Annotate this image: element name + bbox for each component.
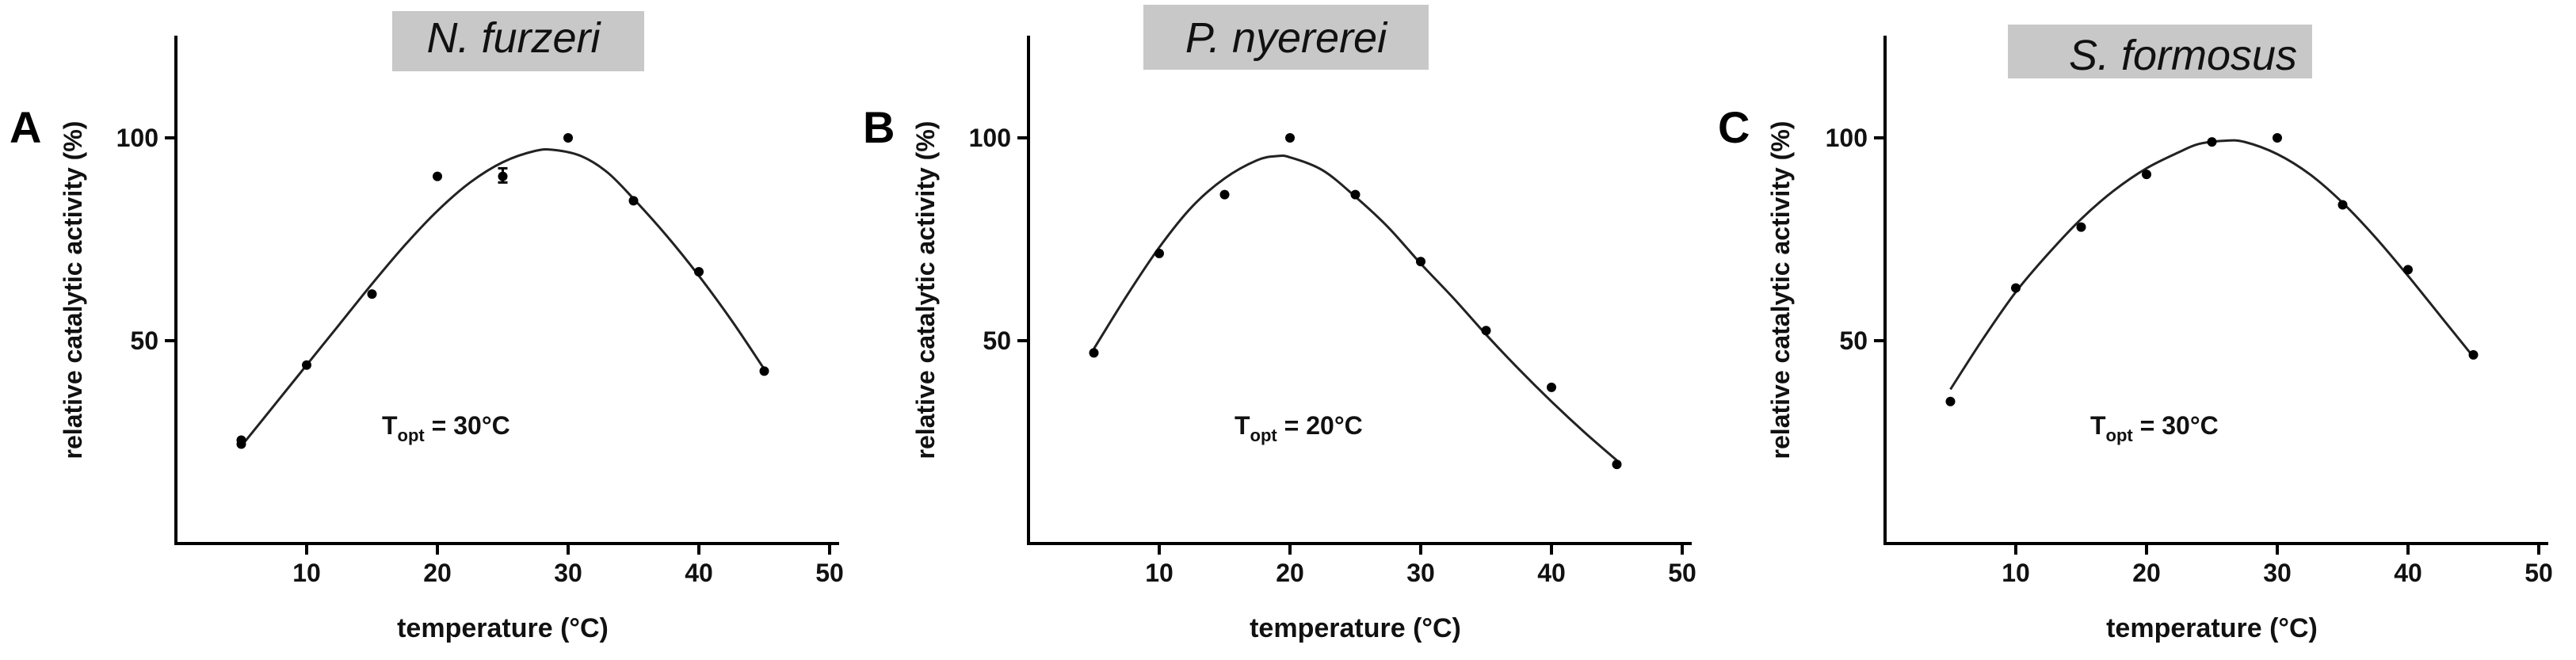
data-point (1945, 396, 1956, 406)
x-tick-label: 40 (1537, 559, 1566, 587)
data-point (433, 171, 442, 181)
topt-subscript: opt (1250, 425, 1278, 445)
panel-title: N. furzeri (426, 14, 601, 62)
y-tick-label: 50 (983, 326, 1011, 355)
fit-curve (1949, 139, 2475, 391)
data-point (694, 266, 704, 277)
panel-title: S. formosus (2069, 32, 2297, 79)
fit-curve (240, 147, 765, 448)
data-point (1350, 189, 1361, 200)
panel-letter: A (10, 102, 41, 152)
x-tick-label: 10 (1145, 559, 1174, 587)
x-tick-label: 40 (2394, 559, 2422, 587)
topt-value: = 30°C (425, 411, 510, 440)
data-point (628, 196, 639, 206)
x-tick-label: 20 (2132, 559, 2161, 587)
data-point (367, 289, 377, 299)
panel-a: N. furzeri A 10 20 30 40 50 50 100 temperature (°… (10, 11, 844, 643)
fit-curve (1093, 154, 1618, 462)
x-tick-label: 20 (423, 559, 452, 587)
x-tick-label: 50 (815, 559, 844, 587)
data-point (302, 360, 311, 370)
data-point (498, 171, 508, 181)
topt-symbol: T (1235, 411, 1250, 440)
y-tick-label: 100 (116, 124, 158, 152)
topt-annotation: Topt = 30°C (382, 411, 510, 445)
data-point (1219, 189, 1230, 200)
topt-subscript: opt (2106, 425, 2134, 445)
data-point (2403, 265, 2413, 275)
y-axis-label: relative catalytic activity (%) (911, 121, 940, 460)
x-tick-label: 50 (1668, 559, 1696, 587)
data-point (563, 133, 573, 143)
x-tick-label: 10 (2002, 559, 2030, 587)
x-tick-label: 20 (1276, 559, 1304, 587)
topt-annotation: Topt = 20°C (1235, 411, 1363, 445)
topt-symbol: T (2090, 411, 2106, 440)
y-axis-label: relative catalytic activity (%) (1766, 121, 1795, 460)
topt-annotation: Topt = 30°C (2090, 411, 2219, 445)
y-tick-label: 50 (130, 326, 158, 355)
topt-value: = 20°C (1277, 411, 1363, 440)
x-tick-label: 50 (2524, 559, 2553, 587)
topt-value: = 30°C (2133, 411, 2219, 440)
title-box (2008, 25, 2312, 78)
data-point (2337, 200, 2348, 210)
data-point (2273, 133, 2282, 143)
data-point (2468, 349, 2479, 360)
data-point (2076, 222, 2086, 232)
y-tick-label: 100 (969, 124, 1011, 152)
x-axis-label: temperature (°C) (2106, 613, 2318, 643)
x-tick-label: 40 (685, 559, 713, 587)
title-box (1143, 5, 1429, 70)
data-point (1481, 326, 1491, 336)
data-point (1547, 382, 1556, 392)
data-point (2142, 170, 2151, 180)
panel-title: P. nyererei (1185, 14, 1388, 62)
x-tick-label: 10 (292, 559, 321, 587)
data-point (1285, 133, 1295, 143)
data-point (2207, 137, 2217, 147)
panel-c: S. formosus C 10 20 30 40 50 50 100 temperature (… (1718, 25, 2553, 643)
x-axis-label: temperature (°C) (1250, 613, 1461, 643)
data-point (1154, 248, 1164, 258)
data-point (1612, 460, 1622, 470)
panel-b: P. nyererei B 10 20 30 40 50 50 100 temperature (… (863, 5, 1696, 643)
y-tick-label: 50 (1839, 326, 1868, 355)
topt-subscript: opt (398, 425, 426, 445)
topt-symbol: T (382, 411, 398, 440)
data-point (1416, 257, 1425, 267)
y-axis-label: relative catalytic activity (%) (59, 121, 87, 460)
x-tick-label: 30 (1406, 559, 1435, 587)
data-point (2011, 283, 2021, 293)
title-box (392, 11, 644, 71)
panel-letter: B (863, 102, 895, 152)
panel-letter: C (1718, 102, 1750, 152)
x-tick-label: 30 (2263, 559, 2292, 587)
x-tick-label: 30 (554, 559, 582, 587)
data-point (1089, 348, 1099, 358)
data-point (236, 435, 246, 445)
data-point (759, 366, 769, 376)
y-tick-label: 100 (1826, 124, 1868, 152)
x-axis-label: temperature (°C) (397, 613, 609, 643)
